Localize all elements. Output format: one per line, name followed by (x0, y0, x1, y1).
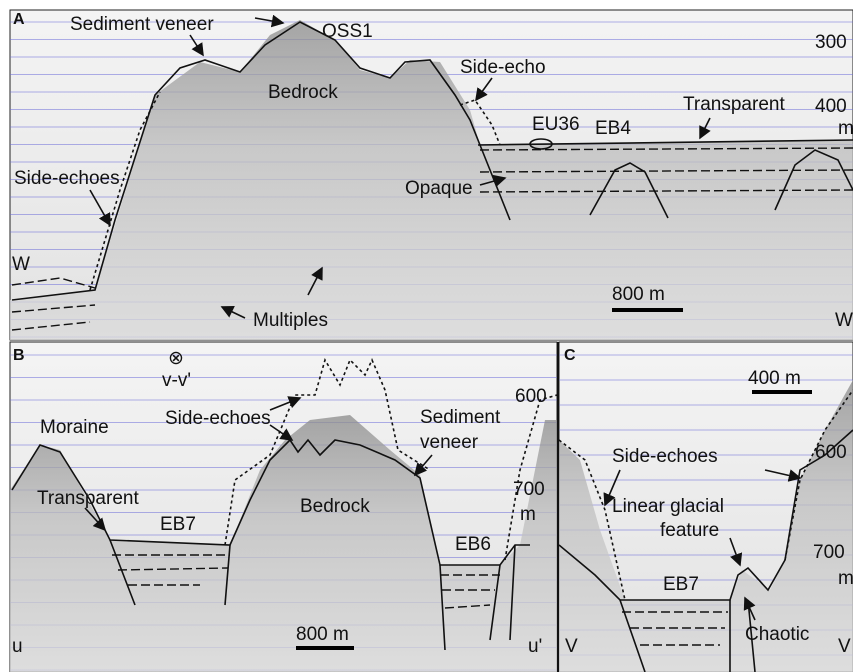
depth-label: 700 (813, 542, 845, 563)
depth-unit: m (520, 504, 536, 525)
annotation: Linear glacial (612, 496, 724, 517)
direction-label: W (835, 310, 853, 331)
annotation: veneer (420, 432, 479, 453)
panel-label: B (13, 347, 25, 364)
direction-label: u' (528, 636, 542, 657)
annotation: Sediment (420, 407, 501, 428)
depth-label: 700 (513, 479, 545, 500)
panel-label: C (564, 347, 576, 364)
annotation: Sediment veneer (70, 14, 214, 35)
annotation: EU36 (532, 114, 580, 135)
direction-label: V (565, 636, 578, 657)
depth-label: 400 (815, 96, 847, 117)
annotation: Bedrock (268, 82, 338, 103)
scale-label: 800 m (296, 624, 349, 645)
direction-label: W (12, 254, 30, 275)
annotation: Side-echoes (14, 168, 120, 189)
direction-label: V (838, 636, 851, 657)
figure: A Sediment veneer OSS1 300 Bedrock Side-… (0, 0, 853, 672)
annotation: Multiples (253, 310, 328, 331)
panel-label: A (13, 11, 25, 28)
annotation: Chaotic (745, 624, 809, 645)
annotation: Transparent (683, 94, 785, 115)
annotation: Moraine (40, 417, 109, 438)
annotation: Bedrock (300, 496, 370, 517)
annotation: v-v' (162, 370, 191, 391)
annotation: Side-echoes (612, 446, 718, 467)
annotation: Side-echoes (165, 408, 271, 429)
annotation: EB7 (663, 574, 699, 595)
depth-label: 600 (815, 442, 847, 463)
depth-unit: m (838, 568, 853, 589)
depth-label: 600 (515, 386, 547, 407)
annotation: Opaque (405, 178, 473, 199)
scale-label: 400 m (748, 368, 801, 389)
annotation: Transparent (37, 488, 139, 509)
direction-label: u (12, 636, 23, 657)
annotation: Side-echo (460, 57, 546, 78)
depth-unit: m (838, 118, 853, 139)
depth-label: 300 (815, 32, 847, 53)
annotation: EB6 (455, 534, 491, 555)
annotation: EB7 (160, 514, 196, 535)
annotation: EB4 (595, 118, 631, 139)
annotation: OSS1 (322, 21, 373, 42)
annotation: feature (660, 520, 719, 541)
annotation: ⊗ (168, 348, 184, 369)
scale-label: 800 m (612, 284, 665, 305)
